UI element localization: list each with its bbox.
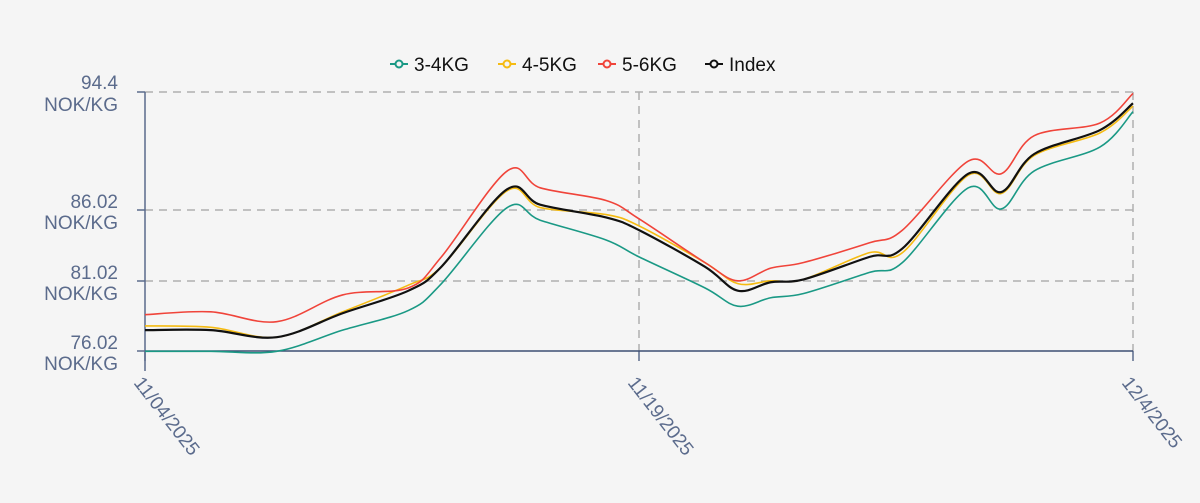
- y-tick-unit: NOK/KG: [44, 95, 118, 116]
- legend-item-5-6kg[interactable]: 5-6KG: [598, 55, 677, 76]
- legend-label: Index: [729, 55, 776, 76]
- legend-marker-icon: [394, 59, 404, 69]
- legend-label: 3-4KG: [414, 55, 469, 76]
- y-tick-unit: NOK/KG: [44, 213, 118, 234]
- x-tick-label: 11/19/2025: [623, 373, 697, 460]
- y-tick-unit: NOK/KG: [44, 354, 118, 375]
- series-line-3-4kg: [144, 111, 1134, 354]
- legend-item-index[interactable]: Index: [705, 55, 776, 76]
- series-line-5-6kg: [144, 92, 1134, 323]
- y-tick-label: 86.02: [70, 192, 118, 213]
- legend-marker-icon: [602, 59, 612, 69]
- legend-item-3-4kg[interactable]: 3-4KG: [390, 55, 469, 76]
- legend-label: 5-6KG: [622, 55, 677, 76]
- y-tick-label: 76.02: [70, 333, 118, 354]
- y-tick-unit: NOK/KG: [44, 284, 118, 305]
- y-tick-label: 81.02: [70, 263, 118, 284]
- x-tick-label: 11/04/2025: [129, 373, 203, 460]
- y-tick-label: 94.4: [81, 73, 118, 94]
- series-line-index: [144, 102, 1134, 339]
- legend-item-4-5kg[interactable]: 4-5KG: [498, 55, 577, 76]
- legend-marker-icon: [709, 59, 719, 69]
- legend-label: 4-5KG: [522, 55, 577, 76]
- legend-marker-icon: [502, 59, 512, 69]
- x-tick-label: 12/4/2025: [1117, 373, 1186, 453]
